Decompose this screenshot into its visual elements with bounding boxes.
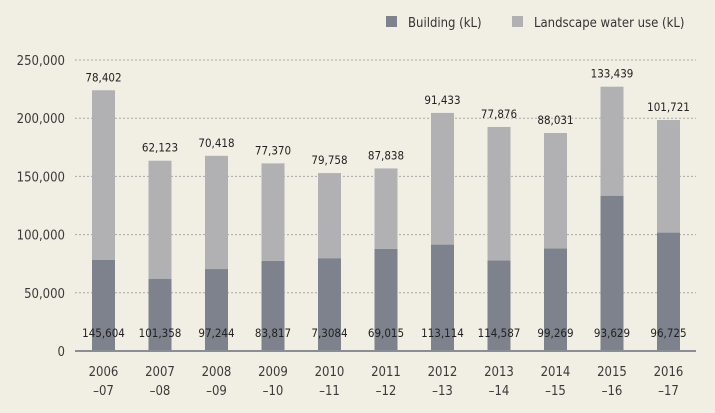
- data-label-building: 133,439: [591, 67, 634, 81]
- x-tick-label-suffix: –09: [206, 384, 227, 399]
- data-label-building: 87,838: [368, 148, 404, 162]
- data-label-landscape: 114,587: [478, 326, 521, 340]
- data-label-building: 77,876: [481, 107, 517, 121]
- x-tick-label-year: 2009: [258, 365, 288, 380]
- x-tick-label-suffix: –10: [263, 384, 284, 399]
- x-tick-label-year: 2011: [371, 365, 401, 380]
- legend-swatch-building: [386, 16, 397, 27]
- y-axis-ticks: 0 50,000 100,000 150,000 200,000 250,000: [17, 54, 65, 360]
- x-tick-label-year: 2014: [541, 365, 571, 380]
- x-tick-label-year: 2015: [597, 365, 627, 380]
- bar-landscape: [318, 173, 341, 259]
- bar-landscape: [600, 86, 624, 196]
- data-label-landscape: 93,629: [594, 326, 630, 340]
- x-tick-label-suffix: –17: [658, 384, 679, 399]
- data-label-building: 70,418: [198, 136, 234, 150]
- x-tick-label-year: 2013: [484, 365, 514, 380]
- x-tick-label-suffix: –07: [93, 384, 114, 399]
- data-label-landscape: 7,3084: [311, 326, 347, 340]
- bars: [92, 86, 680, 351]
- bar-landscape: [657, 120, 680, 233]
- data-label-landscape: 83,817: [255, 326, 291, 340]
- data-label-building: 91,433: [424, 93, 460, 107]
- bar-building: [205, 269, 228, 351]
- bar-landscape: [92, 90, 115, 260]
- bar-landscape: [205, 155, 228, 270]
- data-label-landscape: 97,244: [198, 326, 234, 340]
- data-label-building: 62,123: [142, 141, 178, 155]
- y-tick-label: 250,000: [17, 54, 65, 69]
- x-tick-label-suffix: –16: [602, 384, 623, 399]
- legend: Building (kL) Landscape water use (kL): [386, 16, 684, 31]
- data-label-landscape: 69,015: [368, 326, 404, 340]
- data-label-landscape: 96,725: [650, 326, 686, 340]
- x-tick-label-suffix: –12: [376, 384, 397, 399]
- x-tick-label-year: 2016: [654, 365, 684, 380]
- bar-landscape: [431, 112, 454, 245]
- data-label-landscape: 99,269: [537, 326, 573, 340]
- x-tick-label-year: 2010: [315, 365, 345, 380]
- data-label-building: 78,402: [85, 70, 121, 84]
- legend-label-landscape: Landscape water use (kL): [534, 16, 684, 31]
- data-label-landscape: 145,604: [82, 326, 125, 340]
- bar-landscape: [261, 163, 285, 261]
- x-axis-ticks: 2006 –07 2007 –08 2008 –09 2009 –10 2010 –11 2011 –…: [89, 365, 684, 399]
- x-tick-label-year: 2006: [89, 365, 119, 380]
- x-tick-label-suffix: –13: [432, 384, 453, 399]
- bar-building: [374, 248, 398, 351]
- y-tick-label: 0: [58, 345, 65, 360]
- bar-landscape: [544, 132, 567, 249]
- bar-building: [600, 195, 624, 351]
- y-tick-label: 200,000: [17, 112, 65, 127]
- x-tick-label-year: 2008: [202, 365, 232, 380]
- y-tick-label: 50,000: [24, 287, 65, 302]
- data-label-building: 77,370: [255, 143, 291, 157]
- y-tick-label: 100,000: [17, 229, 65, 244]
- gridlines: [75, 59, 696, 294]
- data-labels: 78,402 145,604 62,123 101,358 70,418 97,244 77…: [82, 67, 690, 340]
- bar-building: [544, 248, 567, 351]
- x-tick-label-suffix: –11: [319, 384, 340, 399]
- bar-building: [487, 260, 511, 351]
- data-label-building: 101,721: [647, 100, 690, 114]
- data-label-landscape: 101,358: [139, 326, 182, 340]
- legend-label-building: Building (kL): [408, 16, 482, 31]
- x-tick-label-year: 2007: [145, 365, 175, 380]
- bar-landscape: [487, 126, 511, 261]
- bar-building: [148, 278, 172, 351]
- bar-building: [92, 259, 115, 351]
- data-label-landscape: 113,114: [421, 326, 464, 340]
- y-tick-label: 150,000: [17, 170, 65, 185]
- bar-building: [261, 260, 285, 351]
- bar-building: [657, 232, 680, 351]
- data-label-building: 88,031: [537, 113, 573, 127]
- x-tick-label-suffix: –15: [545, 384, 566, 399]
- bar-landscape: [148, 160, 172, 279]
- bar-building: [431, 244, 454, 351]
- legend-swatch-landscape: [512, 16, 523, 27]
- bar-building: [318, 258, 341, 351]
- x-tick-label-suffix: –14: [489, 384, 510, 399]
- x-tick-label-year: 2012: [428, 365, 458, 380]
- x-tick-label-suffix: –08: [150, 384, 171, 399]
- data-label-building: 79,758: [311, 153, 347, 167]
- bar-landscape: [374, 168, 398, 249]
